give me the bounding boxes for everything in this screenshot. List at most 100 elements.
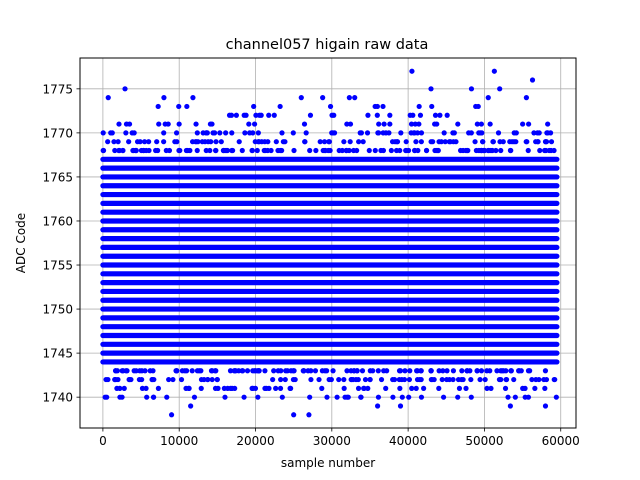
outlier-point xyxy=(168,412,175,418)
data-point xyxy=(390,394,396,400)
data-point xyxy=(142,368,148,374)
data-point xyxy=(440,368,446,374)
data-point xyxy=(344,121,350,127)
data-point xyxy=(254,147,260,154)
data-point xyxy=(250,130,256,136)
data-point xyxy=(482,376,488,383)
data-point xyxy=(428,368,434,374)
data-point xyxy=(111,139,117,145)
data-point xyxy=(116,147,123,154)
data-point xyxy=(115,139,121,145)
data-point xyxy=(156,121,162,127)
data-point xyxy=(372,147,378,154)
data-point xyxy=(189,368,195,374)
outlier-point xyxy=(346,95,352,101)
data-point xyxy=(434,121,440,127)
data-point xyxy=(525,368,532,374)
data-point xyxy=(329,112,335,118)
data-point xyxy=(544,130,550,136)
data-point xyxy=(356,139,362,145)
data-point xyxy=(336,376,342,383)
data-point xyxy=(239,147,245,154)
data-point xyxy=(526,121,532,127)
data-point xyxy=(126,139,132,145)
outlier-point xyxy=(104,394,110,400)
data-point xyxy=(344,368,350,374)
data-point xyxy=(525,394,532,400)
data-point xyxy=(263,385,269,391)
data-point xyxy=(161,139,167,145)
data-point xyxy=(387,112,393,118)
data-point xyxy=(432,147,438,154)
data-point xyxy=(138,147,145,154)
data-point xyxy=(313,147,319,154)
data-point xyxy=(253,112,259,118)
data-point xyxy=(139,385,146,391)
data-point xyxy=(513,139,519,145)
y-tick-label: 1740 xyxy=(42,391,73,405)
data-point xyxy=(442,139,448,145)
data-point xyxy=(403,139,409,145)
data-point xyxy=(212,130,218,136)
outlier-point xyxy=(428,86,434,92)
data-point xyxy=(406,376,413,383)
data-point xyxy=(456,385,463,391)
data-point xyxy=(494,368,500,374)
data-point xyxy=(317,139,323,145)
data-point xyxy=(478,368,485,374)
data-point xyxy=(436,368,442,374)
y-axis: 1740 1745 1750 1755 1760 1765 1770 1775 xyxy=(42,82,80,405)
data-point xyxy=(112,147,118,154)
data-point xyxy=(413,385,419,391)
data-point xyxy=(468,376,474,383)
data-point xyxy=(204,130,210,136)
data-point xyxy=(282,376,288,383)
outlier-point xyxy=(121,385,127,391)
data-point xyxy=(151,394,157,400)
data-point xyxy=(520,121,526,127)
data-point xyxy=(439,376,445,383)
data-point xyxy=(529,376,535,383)
data-point xyxy=(399,394,405,400)
data-point xyxy=(262,368,268,374)
data-point xyxy=(266,112,272,118)
data-point xyxy=(408,121,415,127)
data-point xyxy=(215,385,221,391)
data-point xyxy=(259,139,265,145)
data-point xyxy=(451,130,457,136)
data-point xyxy=(414,130,421,136)
data-point xyxy=(328,376,334,383)
data-point xyxy=(503,376,509,383)
x-tick-label: 30000 xyxy=(313,434,351,448)
data-point xyxy=(249,147,255,154)
data-point xyxy=(362,376,369,383)
data-point xyxy=(473,147,479,154)
data-point xyxy=(507,139,513,145)
data-point xyxy=(279,147,285,154)
data-point xyxy=(477,376,483,383)
data-point xyxy=(229,385,235,391)
data-point xyxy=(397,385,403,391)
data-point xyxy=(252,385,259,391)
data-point xyxy=(365,112,371,118)
data-point xyxy=(534,130,541,136)
data-point xyxy=(307,112,314,118)
data-point xyxy=(123,121,130,127)
data-point xyxy=(326,139,332,145)
data-point xyxy=(123,130,129,136)
data-point xyxy=(209,376,215,383)
outlier-point xyxy=(352,95,358,101)
data-point xyxy=(516,368,522,374)
data-point xyxy=(354,368,360,374)
data-point xyxy=(537,147,543,154)
outlier-point xyxy=(397,403,404,409)
data-point xyxy=(505,394,511,400)
data-point xyxy=(450,368,457,374)
data-point xyxy=(374,112,380,118)
chart-title: channel057 higain raw data xyxy=(226,37,429,53)
data-point xyxy=(416,121,422,127)
data-point xyxy=(213,139,219,145)
data-point xyxy=(277,385,284,391)
data-point xyxy=(330,368,336,374)
